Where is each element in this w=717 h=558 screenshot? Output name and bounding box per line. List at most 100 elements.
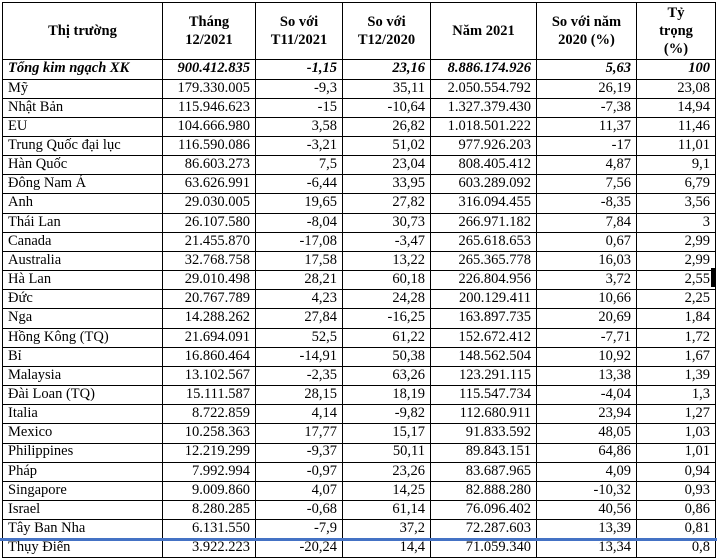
value-cell: 266.971.182: [430, 212, 537, 233]
value-cell: 14,4: [342, 538, 431, 558]
value-cell: -4,04: [536, 385, 637, 406]
market-name-cell: Tây Ban Nha: [2, 519, 163, 540]
col-header-month-12-2021: Tháng 12/2021: [162, 1, 256, 61]
col-header-vs-t11-2021: So với T11/2021: [255, 1, 343, 61]
value-cell: 10,92: [536, 346, 637, 367]
table-row: Bỉ 16.860.464 -14,91 50,38 148.562.504 10,92 1…: [2, 346, 716, 367]
value-cell: 152.672.412: [430, 327, 537, 348]
value-cell: 71.059.340: [430, 538, 537, 558]
market-name-cell: Trung Quốc đại lục: [2, 135, 163, 157]
value-cell: 11,37: [536, 116, 637, 138]
value-cell: 51,02: [342, 135, 431, 157]
table-row: Nhật Bản 115.946.623 -15 -10,64 1.327.379.43…: [2, 97, 716, 118]
value-cell: 4,09: [536, 461, 637, 482]
value-cell: 12.219.299: [162, 442, 256, 463]
value-cell: 20.767.789: [162, 289, 256, 310]
value-cell: 7,5: [255, 155, 343, 176]
value-cell: 29.010.498: [162, 270, 256, 291]
value-cell: 265.365.778: [430, 250, 537, 272]
value-cell: 76.096.402: [430, 499, 537, 521]
value-cell: -9,37: [255, 442, 343, 463]
value-cell: 24,28: [342, 289, 431, 310]
value-cell: 26,19: [536, 78, 637, 99]
value-cell: 28,15: [255, 385, 343, 406]
value-cell: 112.680.911: [430, 404, 537, 425]
table-row: Tây Ban Nha 6.131.550 -7,9 37,2 72.287.603 13…: [2, 519, 716, 540]
value-cell: 86.603.273: [162, 155, 256, 176]
value-cell: 808.405.412: [430, 155, 537, 176]
value-cell: 2,99: [636, 250, 716, 272]
value-cell: 115.946.623: [162, 97, 256, 118]
value-cell: 3,56: [636, 193, 716, 214]
value-cell: 13.102.567: [162, 365, 256, 387]
value-cell: 6,79: [636, 174, 716, 195]
value-cell: 4,87: [536, 155, 637, 176]
value-cell: 4,14: [255, 404, 343, 425]
value-cell: -17,08: [255, 231, 343, 252]
value-cell: -16,25: [342, 308, 431, 329]
scrollbar-thumb[interactable]: [711, 268, 716, 287]
table-row-partial: Thụy Điển 3.922.223 -20,24 14,4 71.059.340 13…: [2, 538, 716, 558]
value-cell: -0,97: [255, 461, 343, 482]
value-cell: -3,47: [342, 231, 431, 252]
market-name-cell: Nhật Bản: [2, 97, 163, 118]
value-cell: -8,04: [255, 212, 343, 233]
value-cell: 17,58: [255, 250, 343, 272]
value-cell: 52,5: [255, 327, 343, 348]
table-row: Hồng Kông (TQ) 21.694.091 52,5 61,22 152.672…: [2, 327, 716, 348]
value-cell: 16,03: [536, 250, 637, 272]
value-cell: 1.018.501.222: [430, 116, 537, 138]
value-cell: 8.280.285: [162, 499, 256, 521]
value-cell: 115.547.734: [430, 385, 537, 406]
table-row: Hà Lan 29.010.498 28,21 60,18 226.804.956 3,7…: [2, 270, 716, 291]
value-cell: 163.897.735: [430, 308, 537, 329]
value-cell: 123.291.115: [430, 365, 537, 387]
market-name-cell: Mỹ: [2, 78, 163, 99]
table-row: Đông Nam Á 63.626.991 -6,44 33,95 603.289.09…: [2, 174, 716, 195]
value-cell: 2.050.554.792: [430, 78, 537, 99]
value-cell: 61,22: [342, 327, 431, 348]
market-name-cell: Anh: [2, 193, 163, 214]
value-cell: 23,26: [342, 461, 431, 482]
value-cell: 14,25: [342, 480, 431, 501]
market-name-cell: Đông Nam Á: [2, 174, 163, 195]
value-cell: 603.289.092: [430, 174, 537, 195]
value-cell: 27,82: [342, 193, 431, 214]
table-row: Hàn Quốc 86.603.273 7,5 23,04 808.405.412 4,8…: [2, 155, 716, 176]
table-row: Mỹ 179.330.005 -9,3 35,11 2.050.554.792 26,19…: [2, 78, 716, 99]
market-name-cell: Hà Lan: [2, 270, 163, 291]
value-cell: 2,25: [636, 289, 716, 310]
table-row: Anh 29.030.005 19,65 27,82 316.094.455 -8,35 3…: [2, 193, 716, 214]
value-cell: 14,94: [636, 97, 716, 118]
value-cell: 19,65: [255, 193, 343, 214]
value-cell: 35,11: [342, 78, 431, 99]
value-cell: 11,01: [636, 135, 716, 157]
value-cell: 50,38: [342, 346, 431, 367]
value-cell: 5,63: [536, 59, 637, 80]
value-cell: 1,72: [636, 327, 716, 348]
value-cell: 29.030.005: [162, 193, 256, 214]
value-cell: 26,82: [342, 116, 431, 138]
value-cell: -20,24: [255, 538, 343, 558]
value-cell: 977.926.203: [430, 135, 537, 157]
value-cell: 200.129.411: [430, 289, 537, 310]
market-name-cell: Mexico: [2, 423, 163, 444]
value-cell: 0,93: [636, 480, 716, 501]
market-name-cell: Đức: [2, 289, 163, 310]
value-cell: -0,68: [255, 499, 343, 521]
value-cell: 18,19: [342, 385, 431, 406]
col-header-vs-year-2020: So với năm 2020 (%): [536, 1, 637, 61]
value-cell: 8.722.859: [162, 404, 256, 425]
market-name-cell: Nga: [2, 308, 163, 329]
value-cell: 50,11: [342, 442, 431, 463]
col-header-year-2021: Năm 2021: [430, 1, 537, 61]
table-row: Nga 14.288.262 27,84 -16,25 163.897.735 20,69…: [2, 308, 716, 329]
table-row: Philippines 12.219.299 -9,37 50,11 89.843.15…: [2, 442, 716, 463]
table-row: Thái Lan 26.107.580 -8,04 30,73 266.971.182 7…: [2, 212, 716, 233]
market-name-cell: EU: [2, 116, 163, 138]
value-cell: -10,64: [342, 97, 431, 118]
value-cell: 1,01: [636, 442, 716, 463]
value-cell: 3: [636, 212, 716, 233]
value-cell: 148.562.504: [430, 346, 537, 367]
